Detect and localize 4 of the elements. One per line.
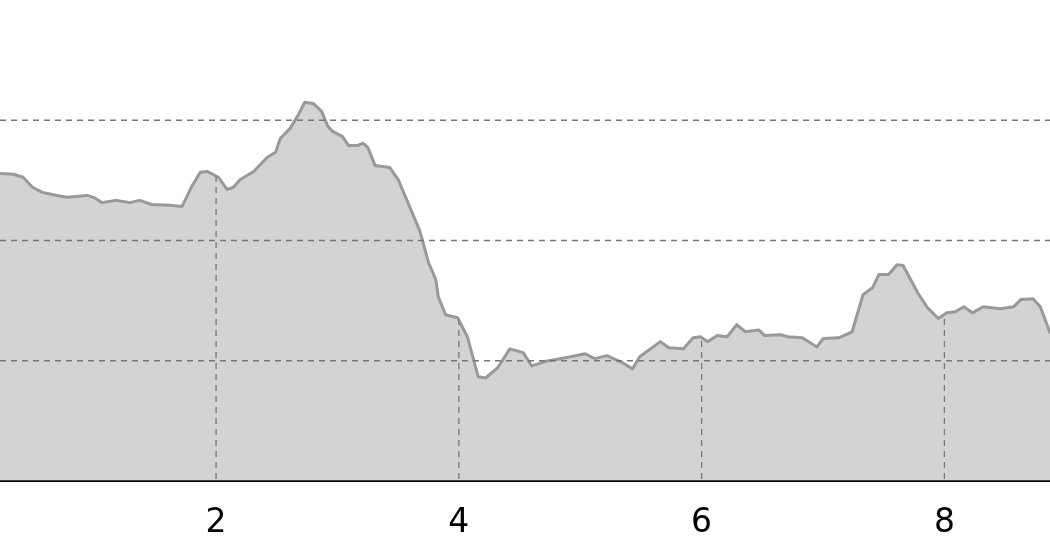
x-tick-label: 2 (205, 501, 227, 541)
x-tick-label: 4 (448, 501, 470, 541)
x-tick-label: 8 (933, 501, 955, 541)
x-tick-label: 6 (691, 501, 713, 541)
